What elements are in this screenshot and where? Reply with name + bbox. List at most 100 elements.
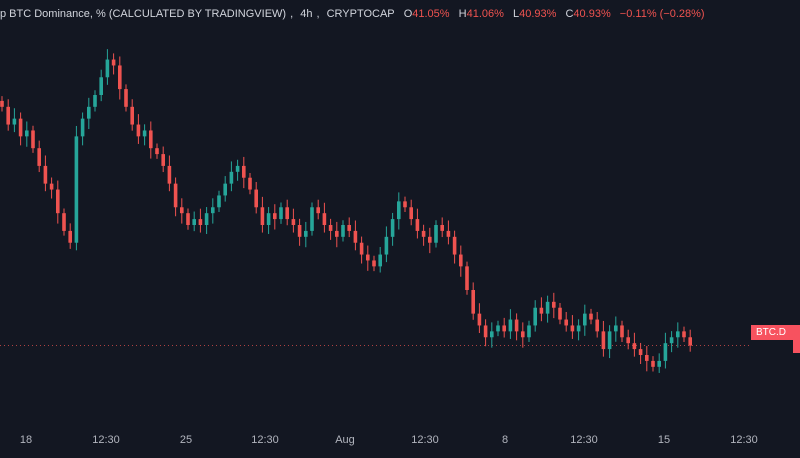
candle-body bbox=[0, 100, 4, 107]
x-tick-label: 12:30 bbox=[251, 434, 279, 446]
candle-body bbox=[514, 319, 519, 332]
candle-body bbox=[359, 242, 364, 255]
candles-group bbox=[0, 49, 692, 373]
symbol-title[interactable]: p BTC Dominance, % (CALCULATED BY TRADIN… bbox=[0, 8, 287, 20]
candle-body bbox=[397, 201, 401, 220]
exchange-label: CRYPTOCAP bbox=[326, 8, 395, 20]
low-value: 40.93% bbox=[519, 8, 557, 20]
x-tick-label: 18 bbox=[19, 434, 33, 446]
candle-body bbox=[322, 213, 327, 225]
close-value: 40.93% bbox=[573, 8, 611, 20]
candle-body bbox=[49, 183, 54, 190]
candle-body bbox=[415, 219, 420, 231]
candle-body bbox=[155, 148, 159, 155]
candle-body bbox=[421, 230, 426, 237]
candle-body bbox=[663, 343, 668, 361]
candle-body bbox=[74, 136, 79, 243]
candle-body bbox=[372, 260, 376, 267]
candle-body bbox=[242, 165, 246, 178]
candle-body bbox=[434, 225, 438, 243]
candle-body bbox=[496, 325, 500, 332]
x-tick-label: 25 bbox=[179, 434, 193, 446]
candle-body bbox=[62, 213, 66, 231]
candle-body bbox=[223, 183, 227, 196]
open-value: 41.05% bbox=[412, 8, 450, 20]
candle-body bbox=[483, 325, 488, 338]
candle-body bbox=[37, 148, 41, 166]
candle-body bbox=[626, 337, 630, 344]
candle-body bbox=[570, 325, 575, 332]
candle-body bbox=[328, 225, 333, 231]
candle-body bbox=[18, 118, 23, 137]
candle-body bbox=[173, 183, 178, 208]
candle-body bbox=[614, 325, 618, 332]
candle-body bbox=[235, 165, 240, 172]
candle-body bbox=[316, 207, 320, 214]
price-tag-extension bbox=[793, 340, 800, 353]
low-label: L bbox=[512, 8, 520, 20]
candle-body bbox=[118, 65, 122, 90]
chart-legend-header: p BTC Dominance, % (CALCULATED BY TRADIN… bbox=[0, 4, 705, 24]
candle-body bbox=[638, 349, 643, 355]
candle-body bbox=[198, 219, 203, 225]
candle-body bbox=[471, 290, 475, 314]
candle-body bbox=[186, 213, 190, 225]
candle-body bbox=[576, 325, 581, 332]
candle-body bbox=[211, 207, 215, 214]
candle-body bbox=[583, 313, 587, 326]
candle-body bbox=[279, 207, 283, 220]
candle-body bbox=[149, 130, 153, 149]
x-tick-label: 12:30 bbox=[411, 434, 439, 446]
candle-body bbox=[521, 331, 525, 338]
candle-body bbox=[167, 165, 172, 184]
candle-body bbox=[341, 225, 345, 237]
candle-body bbox=[335, 230, 339, 237]
x-tick-label: 12:30 bbox=[730, 434, 758, 446]
high-label: H bbox=[458, 8, 467, 20]
candle-body bbox=[446, 230, 451, 237]
candle-body bbox=[682, 331, 686, 338]
candle-body bbox=[248, 177, 252, 190]
candle-body bbox=[452, 236, 457, 255]
candle-body bbox=[130, 106, 134, 125]
candle-body bbox=[552, 301, 556, 308]
x-tick-label: 12:30 bbox=[92, 434, 120, 446]
candle-body bbox=[254, 189, 258, 208]
candle-body bbox=[539, 307, 544, 314]
candle-body bbox=[533, 307, 537, 326]
candle-body bbox=[180, 207, 184, 214]
candle-body bbox=[527, 325, 531, 338]
candle-body bbox=[688, 337, 692, 346]
candle-body bbox=[68, 230, 72, 243]
candle-body bbox=[508, 319, 513, 332]
candle-body bbox=[93, 95, 97, 107]
candle-body bbox=[291, 219, 296, 225]
candle-body bbox=[353, 230, 358, 243]
candle-body bbox=[390, 219, 395, 237]
candle-body bbox=[217, 195, 221, 208]
candle-body bbox=[124, 89, 128, 107]
candle-body bbox=[192, 219, 196, 225]
candle-body bbox=[651, 360, 655, 367]
candle-body bbox=[632, 343, 637, 350]
candle-body bbox=[657, 360, 661, 367]
close-label: C bbox=[565, 8, 574, 20]
candle-body bbox=[564, 319, 568, 326]
candle-body bbox=[260, 207, 265, 225]
candle-body bbox=[80, 118, 85, 137]
candle-body bbox=[43, 165, 48, 184]
candle-body bbox=[440, 225, 444, 231]
x-tick-label: Aug bbox=[335, 434, 355, 446]
x-tick-label: 15 bbox=[657, 434, 671, 446]
candle-body bbox=[620, 325, 624, 338]
candle-body bbox=[136, 124, 141, 137]
candle-body bbox=[384, 236, 389, 255]
candle-body bbox=[459, 254, 463, 267]
candle-body bbox=[105, 59, 110, 78]
candle-body bbox=[310, 207, 314, 231]
candle-body bbox=[266, 213, 271, 225]
candle-body bbox=[99, 77, 103, 95]
candle-body bbox=[204, 213, 209, 225]
candle-body bbox=[669, 337, 674, 344]
